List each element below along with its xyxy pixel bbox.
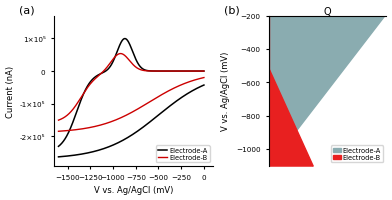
- X-axis label: V vs. Ag/AgCl (mV): V vs. Ag/AgCl (mV): [94, 186, 173, 194]
- Y-axis label: V vs. Ag/AgCl (mV): V vs. Ag/AgCl (mV): [221, 52, 230, 131]
- X-axis label: Q: Q: [324, 7, 332, 17]
- Legend: Electrode-A, Electrode-B: Electrode-A, Electrode-B: [156, 145, 210, 162]
- Legend: Electrode-A, Electrode-B: Electrode-A, Electrode-B: [331, 145, 383, 162]
- Text: (a): (a): [19, 6, 34, 16]
- Y-axis label: Current (nA): Current (nA): [5, 65, 15, 117]
- Text: (b): (b): [224, 6, 240, 16]
